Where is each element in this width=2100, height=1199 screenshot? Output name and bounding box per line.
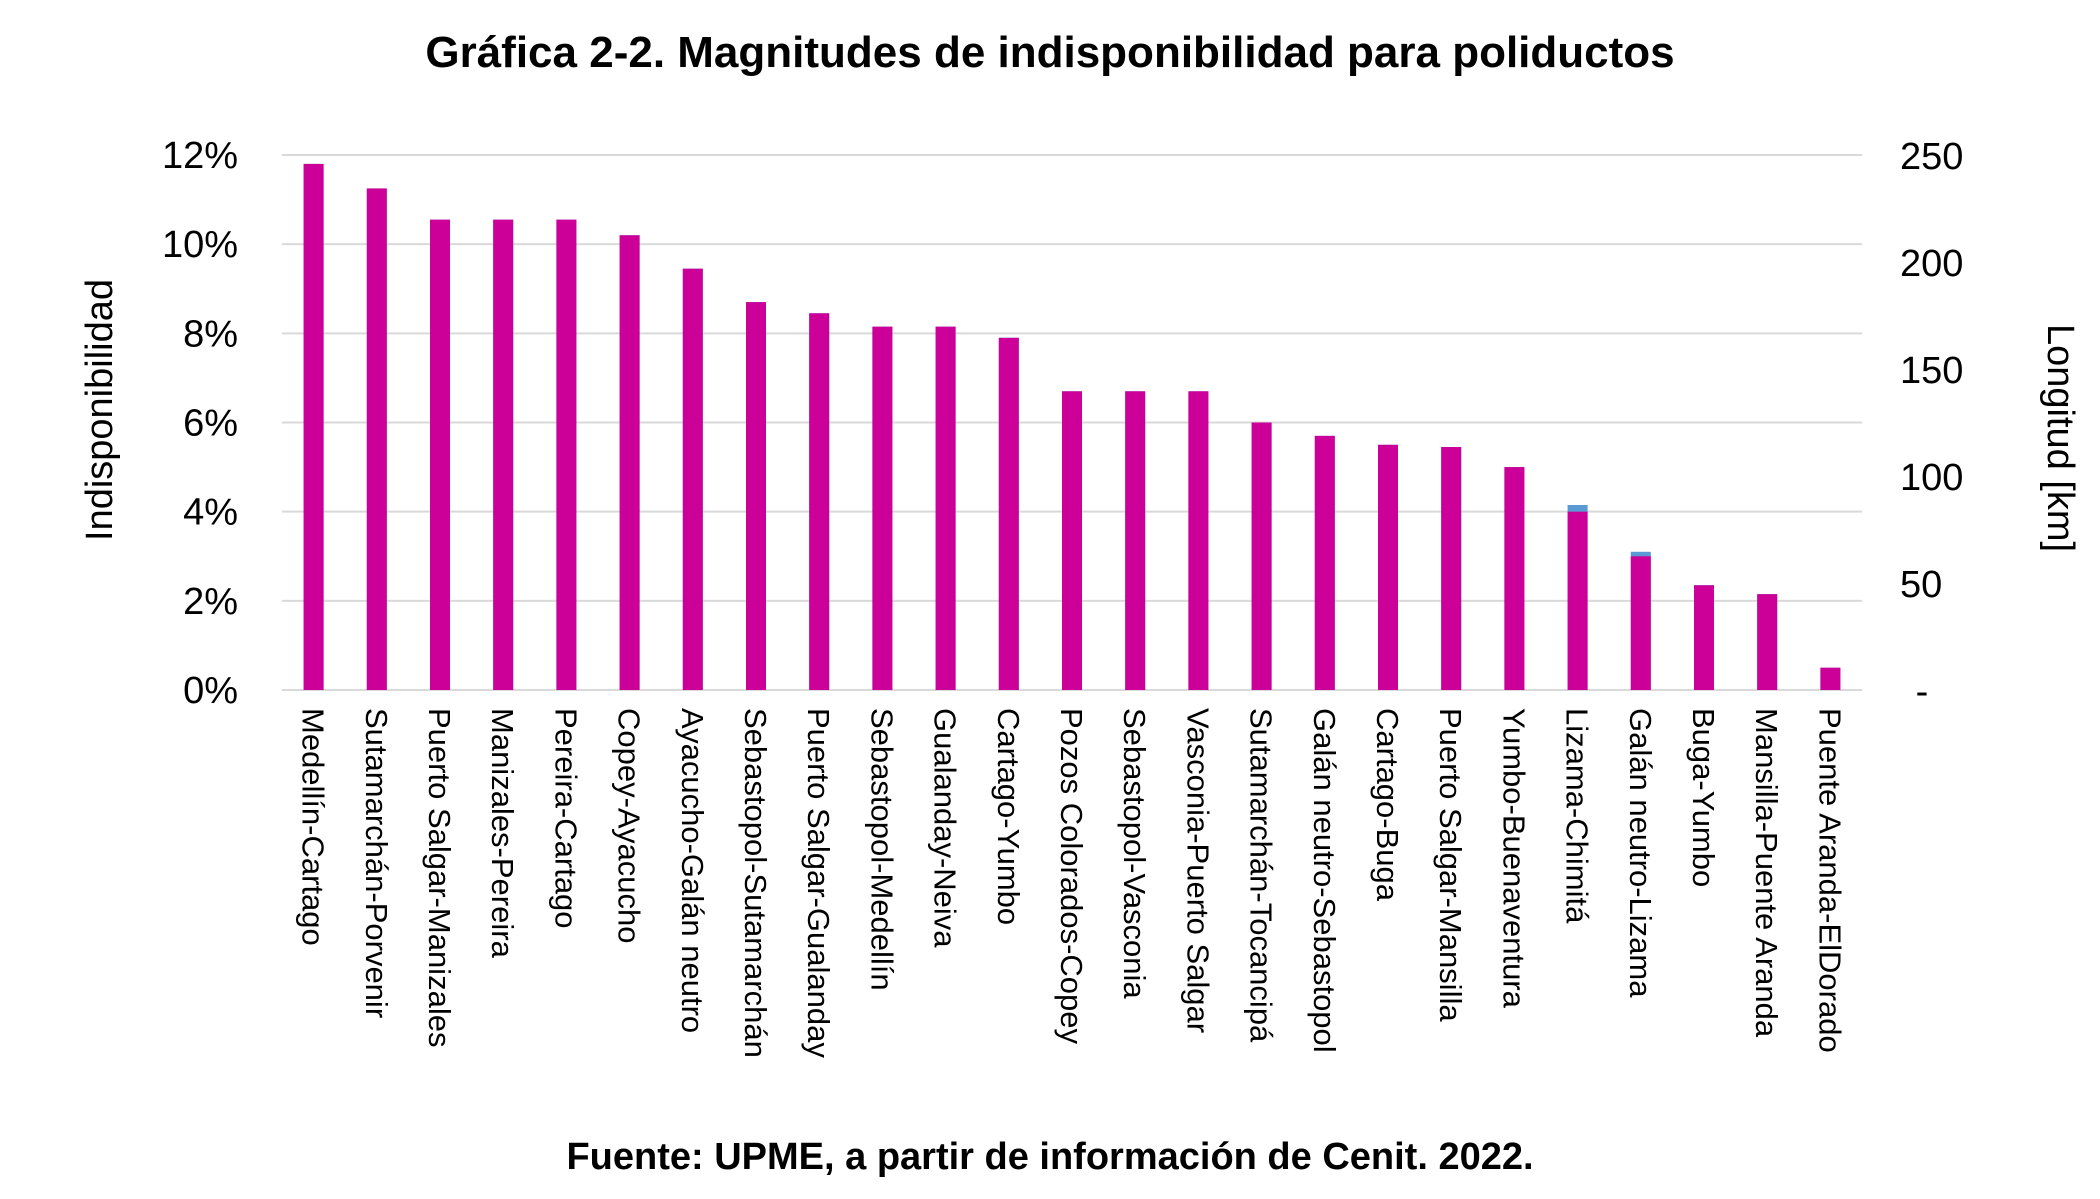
category-label: Lizama-Chimitá (1560, 708, 1595, 924)
bar-primary (1694, 585, 1714, 690)
category-label: Vasconia-Puerto Salgar (1180, 708, 1215, 1033)
y-tick-label: 0% (183, 670, 238, 712)
chart-title: Gráfica 2-2. Magnitudes de indisponibili… (425, 28, 1675, 77)
y2-tick-label: 150 (1900, 350, 1963, 392)
category-label: Sutamarchán-Tocancipá (1244, 708, 1279, 1043)
bar-primary (430, 219, 450, 691)
y-tick-label: 2% (183, 581, 238, 623)
category-label: Galán neutro-Sebastopol (1307, 708, 1342, 1053)
bar-primary (493, 219, 514, 691)
y-tick-label: 10% (162, 224, 238, 266)
category-label: Sebastopol-Medellín (864, 708, 899, 991)
bar-primary (1567, 511, 1588, 690)
category-label: Ayacucho-Galán neutro (675, 708, 710, 1033)
y-tick-label: 12% (162, 135, 238, 177)
bar-primary (998, 337, 1019, 690)
right-axis-title: Longitud [km] (2039, 324, 2081, 552)
category-label: Puente Aranda-ElDorado (1812, 708, 1847, 1053)
y2-tick-label: 100 (1900, 457, 1963, 499)
category-label: Galán neutro-Lizama (1623, 708, 1658, 998)
y-tick-label: 4% (183, 492, 238, 534)
category-label: Sutamarchán-Porvenir (359, 708, 394, 1018)
y2-tick-label: - (1916, 671, 1929, 713)
category-label: Pozos Colorados-Copey (1054, 708, 1089, 1045)
bar-primary (366, 188, 387, 690)
category-label: Puerto Salgar-Gualanday (801, 708, 836, 1058)
bar-primary (1441, 447, 1462, 690)
bar-primary (1504, 467, 1525, 690)
bar-primary (746, 302, 766, 690)
category-label: Buga-Yumbo (1686, 708, 1721, 887)
category-label: Gualanday-Neiva (928, 708, 963, 948)
bar-primary (1125, 391, 1146, 690)
y2-tick-label: 200 (1900, 243, 1963, 285)
source-note: Fuente: UPME, a partir de información de… (566, 1136, 1534, 1178)
bar-primary (1378, 444, 1398, 690)
bar-primary (682, 268, 703, 690)
category-label: Copey-Ayacucho (612, 708, 647, 944)
bar-primary (619, 235, 640, 690)
bar-primary (1314, 435, 1335, 690)
bar-primary (556, 219, 577, 691)
category-labels: Medellín-Cartago Sutamarchán-Porvenir Puer… (296, 708, 1848, 1058)
category-label: Medellín-Cartago (296, 708, 331, 946)
category-label: Sebastopol-Sutamarchán (738, 708, 773, 1058)
category-label: Manizales-Pereira (485, 708, 520, 959)
bar-primary (1251, 422, 1272, 690)
category-label: Sebastopol-Vasconia (1117, 708, 1152, 999)
right-axis-ticks: - 50 100 150 200 250 (1900, 136, 1963, 713)
category-label: Cartago-Yumbo (991, 708, 1026, 925)
y2-tick-label: 50 (1900, 564, 1942, 606)
y-tick-label: 6% (183, 403, 238, 445)
bar-primary (303, 163, 324, 690)
bar-primary (1757, 594, 1778, 690)
bar-primary (872, 326, 893, 690)
category-label: Cartago-Buga (1370, 708, 1405, 902)
y-tick-label: 8% (183, 313, 238, 355)
bar-primary (935, 326, 956, 690)
category-label: Puerto Salgar-Manizales (422, 708, 457, 1047)
bar-primary (1062, 391, 1082, 690)
category-label: Yumbo-Buenaventura (1496, 708, 1531, 1009)
bar-primary (809, 313, 830, 690)
category-label: Puerto Salgar-Mansilla (1433, 708, 1468, 1022)
y2-tick-label: 250 (1900, 136, 1963, 178)
bar-primary (1630, 556, 1651, 690)
left-axis-title: Indisponibilidad (79, 279, 121, 541)
category-label: Mansilla-Puente Aranda (1749, 708, 1784, 1038)
bar-primary (1820, 667, 1841, 690)
bars (303, 163, 1841, 691)
category-label: Pereira-Cartago (548, 708, 583, 929)
left-axis-ticks: 0% 2% 4% 6% 8% 10% 12% (162, 135, 238, 712)
bar-primary (1188, 391, 1209, 690)
